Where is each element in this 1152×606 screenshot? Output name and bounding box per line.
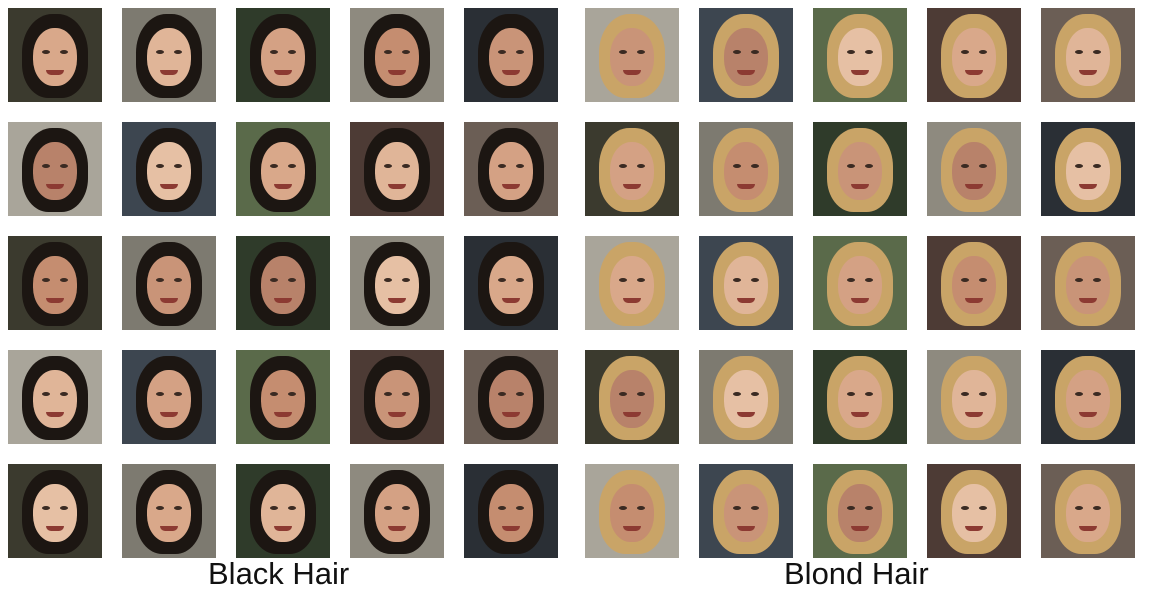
blond-hair-face-grid	[585, 8, 1135, 558]
face-thumbnail	[585, 8, 679, 102]
face-thumbnail	[236, 122, 330, 216]
face-thumbnail	[236, 350, 330, 444]
face-thumbnail	[122, 8, 216, 102]
black-hair-panel	[8, 8, 558, 558]
face-thumbnail	[1041, 122, 1135, 216]
face-thumbnail	[464, 350, 558, 444]
face-thumbnail	[8, 122, 102, 216]
face-thumbnail	[1041, 350, 1135, 444]
face-thumbnail	[813, 236, 907, 330]
face-thumbnail	[122, 350, 216, 444]
face-thumbnail	[122, 236, 216, 330]
black-hair-caption: Black Hair	[208, 556, 350, 591]
face-thumbnail	[927, 236, 1021, 330]
face-thumbnail	[8, 464, 102, 558]
face-thumbnail	[1041, 236, 1135, 330]
face-thumbnail	[699, 464, 793, 558]
face-thumbnail	[1041, 8, 1135, 102]
face-thumbnail	[8, 350, 102, 444]
face-thumbnail	[699, 8, 793, 102]
face-thumbnail	[585, 464, 679, 558]
face-thumbnail	[350, 122, 444, 216]
face-thumbnail	[927, 464, 1021, 558]
face-thumbnail	[464, 236, 558, 330]
face-thumbnail	[927, 122, 1021, 216]
face-thumbnail	[236, 236, 330, 330]
face-thumbnail	[350, 464, 444, 558]
face-thumbnail	[236, 464, 330, 558]
face-thumbnail	[8, 8, 102, 102]
face-thumbnail	[122, 464, 216, 558]
face-thumbnail	[813, 464, 907, 558]
face-thumbnail	[122, 122, 216, 216]
face-thumbnail	[585, 122, 679, 216]
face-thumbnail	[1041, 464, 1135, 558]
face-thumbnail	[813, 350, 907, 444]
face-thumbnail	[464, 122, 558, 216]
face-thumbnail	[927, 350, 1021, 444]
face-thumbnail	[699, 236, 793, 330]
face-thumbnail	[236, 8, 330, 102]
face-thumbnail	[8, 236, 102, 330]
face-thumbnail	[699, 122, 793, 216]
face-thumbnail	[464, 464, 558, 558]
face-thumbnail	[350, 8, 444, 102]
face-thumbnail	[350, 350, 444, 444]
black-hair-face-grid	[8, 8, 558, 558]
face-thumbnail	[699, 350, 793, 444]
face-thumbnail	[927, 8, 1021, 102]
face-thumbnail	[464, 8, 558, 102]
face-thumbnail	[813, 8, 907, 102]
face-thumbnail	[585, 350, 679, 444]
face-thumbnail	[813, 122, 907, 216]
blond-hair-caption: Blond Hair	[784, 556, 929, 591]
face-thumbnail	[350, 236, 444, 330]
face-thumbnail	[585, 236, 679, 330]
blond-hair-panel	[585, 8, 1135, 558]
